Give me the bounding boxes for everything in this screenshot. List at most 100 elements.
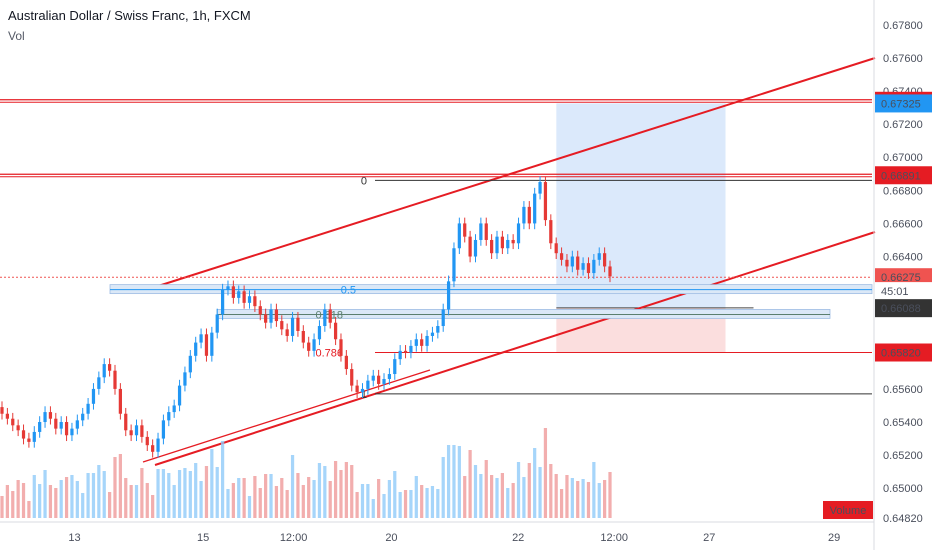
candle-body	[398, 350, 402, 360]
candle-body	[333, 322, 338, 340]
candle-body	[350, 369, 354, 386]
volume-bar	[592, 462, 596, 518]
candle-body	[603, 253, 607, 267]
volume-bar	[75, 481, 79, 518]
candle-body	[81, 413, 85, 421]
volume-bars	[0, 428, 612, 518]
volume-bar	[194, 463, 198, 518]
candle-body	[382, 378, 386, 384]
candle-body	[479, 223, 483, 240]
candle-body	[393, 359, 397, 375]
candle-body	[199, 334, 203, 343]
candle-body	[533, 193, 537, 224]
volume-bar	[21, 483, 26, 518]
volume-bar	[113, 457, 117, 518]
candle-body	[274, 309, 279, 322]
volume-bar	[0, 496, 4, 518]
price-tick-label: 0.67600	[883, 53, 923, 65]
volume-bar	[140, 468, 144, 518]
candle-body	[145, 436, 149, 446]
volume-bar	[420, 485, 424, 518]
candle-body	[414, 339, 418, 346]
time-tick-label: 29	[828, 532, 840, 544]
candle-body	[194, 342, 198, 356]
volume-bar	[118, 454, 122, 518]
volume-bar	[430, 486, 435, 518]
symbol-title: Australian Dollar / Swiss Franc, 1h, FXC…	[8, 8, 251, 23]
volume-bar	[344, 462, 348, 518]
volume-bar	[452, 445, 456, 518]
candle-body	[495, 236, 499, 254]
volume-bar	[124, 478, 128, 518]
time-tick-label: 27	[703, 532, 715, 544]
volume-bar	[107, 492, 112, 518]
volume-bar	[129, 485, 133, 518]
candle-body	[441, 309, 445, 327]
price-tag: 0.66275	[881, 272, 921, 284]
candle-body	[258, 306, 262, 315]
channel-upper-line	[154, 57, 876, 288]
candle-body	[59, 422, 63, 429]
volume-bar	[350, 465, 354, 518]
volume-bar	[258, 488, 262, 518]
volume-bar	[102, 471, 106, 518]
volume-bar	[81, 493, 85, 518]
volume-bar	[490, 475, 494, 518]
fib-label-1: 1	[361, 389, 367, 401]
candle-body	[64, 422, 69, 436]
candle-body	[328, 309, 332, 323]
volume-bar	[38, 484, 42, 518]
candle-body	[253, 296, 257, 307]
candle-body	[317, 326, 322, 340]
candle-body	[446, 281, 451, 310]
time-tick-label: 15	[197, 532, 209, 544]
volume-bar	[441, 457, 445, 518]
price-tick-label: 0.64820	[883, 513, 923, 525]
volume-bar	[242, 478, 246, 518]
price-tick-label: 0.65400	[883, 417, 923, 429]
price-tag-bg	[875, 94, 932, 113]
volume-bar	[581, 479, 585, 518]
volume-bar	[398, 492, 402, 518]
candle-body	[129, 430, 133, 436]
horizontal-levels	[0, 99, 872, 278]
price-tag-bg	[875, 299, 932, 318]
volume-bar	[70, 475, 74, 518]
candle-body	[576, 256, 580, 270]
volume-tag-bg	[823, 501, 873, 519]
volume-bar	[97, 465, 101, 518]
candle-body	[140, 425, 144, 437]
candle-body	[436, 326, 440, 333]
candle-body	[500, 236, 505, 249]
volume-bar	[387, 480, 392, 518]
candle-body	[188, 355, 192, 373]
volume-bar	[210, 449, 214, 518]
volume-bar	[463, 476, 467, 518]
volume-bar	[296, 473, 300, 518]
volume-bar	[339, 470, 343, 518]
volume-bar	[91, 473, 96, 518]
candle-body	[511, 239, 515, 244]
volume-bar	[533, 448, 537, 518]
time-tick-label: 12:00	[280, 532, 308, 544]
volume-bar	[59, 480, 63, 518]
price-tick-label: 0.66600	[883, 218, 923, 230]
candle-body	[183, 372, 187, 386]
candle-body	[16, 425, 20, 431]
volume-bar	[500, 473, 505, 518]
candle-body	[32, 431, 36, 442]
volume-bar	[554, 474, 558, 518]
candle-body	[237, 291, 241, 298]
volume-bar	[549, 464, 553, 518]
volume-bar	[436, 489, 440, 518]
candle-body	[296, 317, 300, 331]
candle-body	[172, 405, 176, 413]
volume-bar	[64, 477, 69, 518]
volume-bar	[522, 477, 526, 518]
volume-bar	[468, 450, 472, 518]
candle-body	[38, 422, 42, 432]
candle-body	[506, 239, 510, 249]
volume-bar	[506, 488, 510, 518]
candle-body	[473, 239, 478, 257]
